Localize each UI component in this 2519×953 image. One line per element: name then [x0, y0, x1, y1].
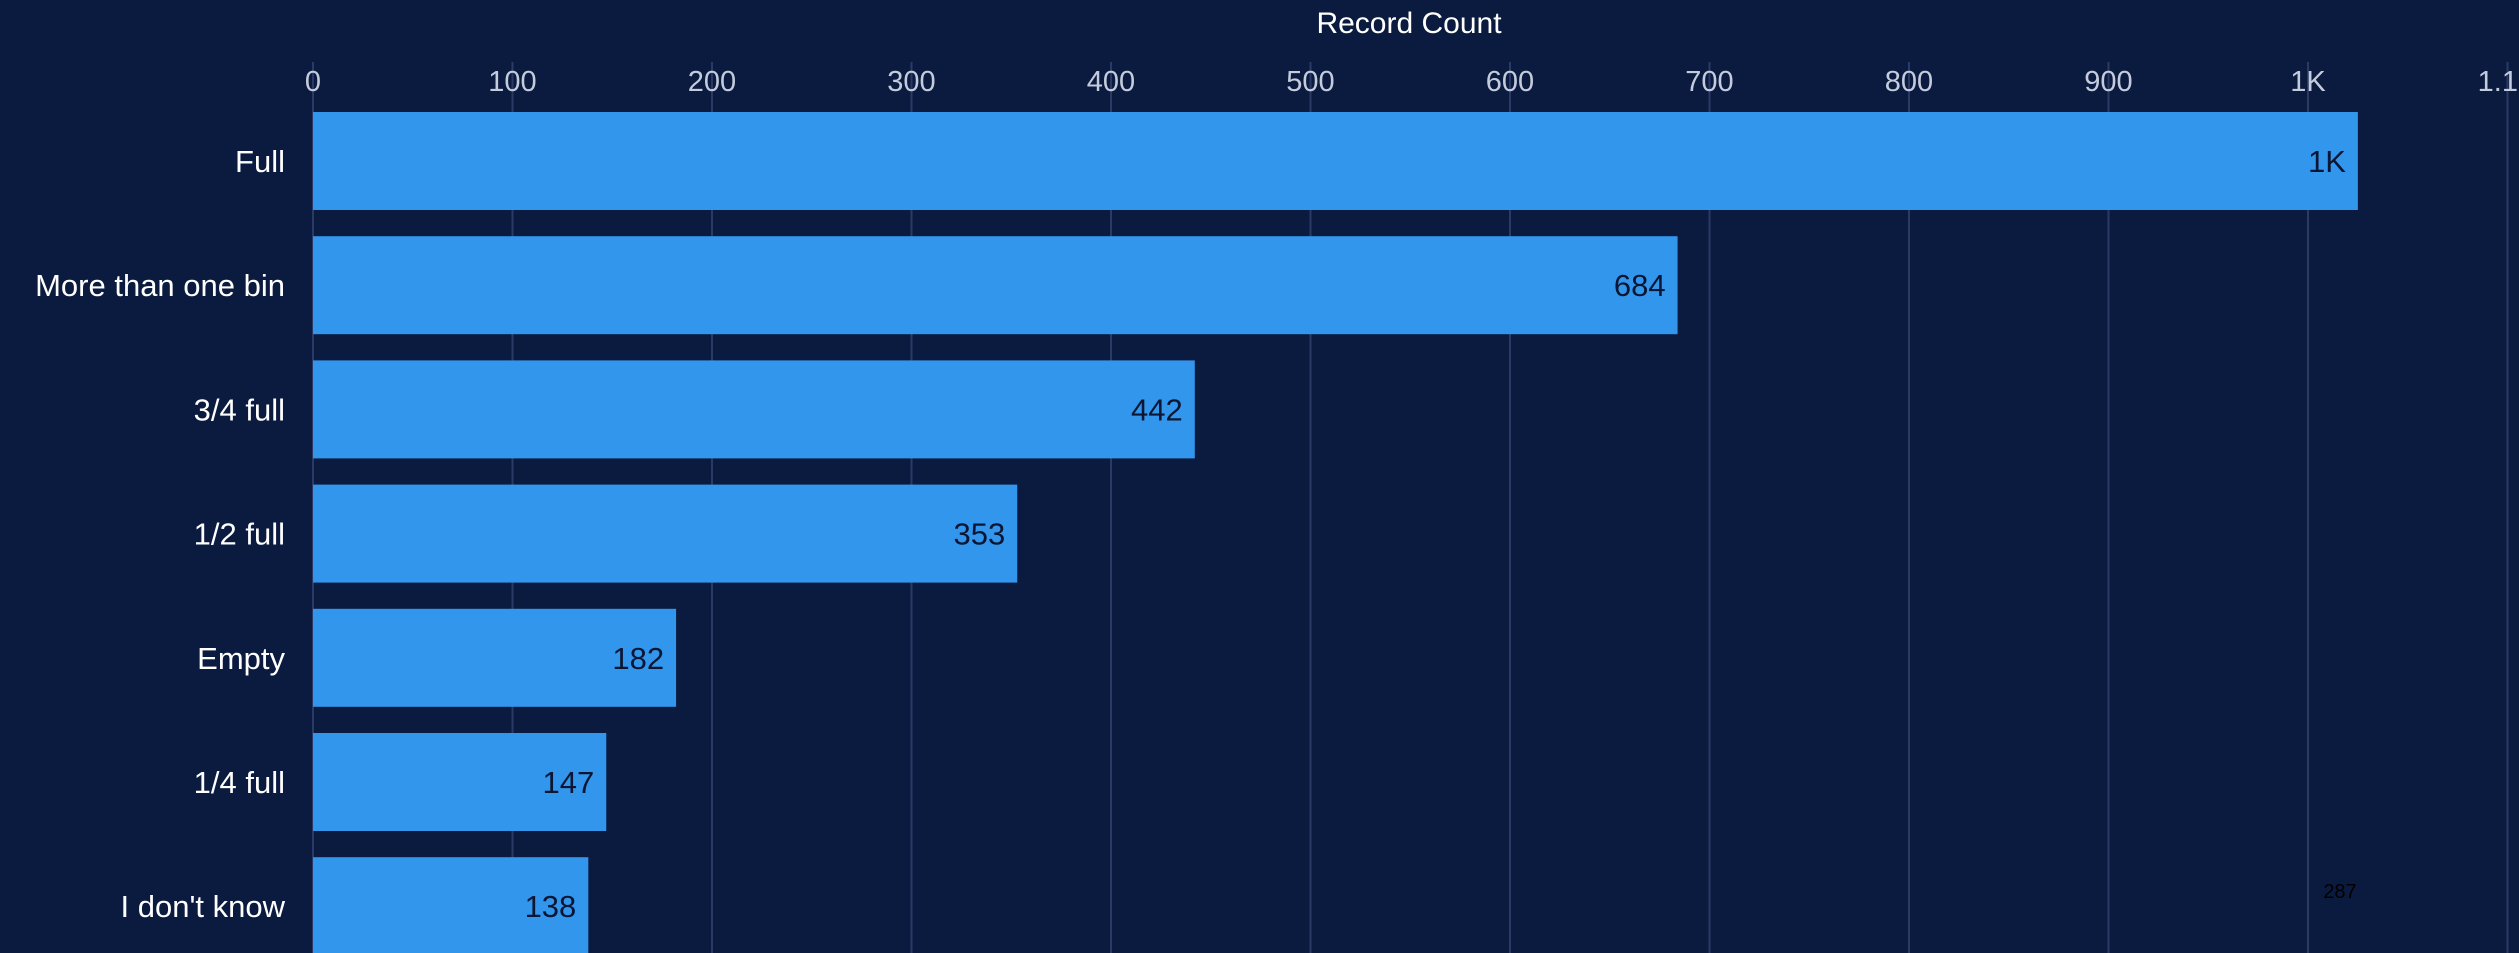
x-tick-label: 800 — [1885, 66, 1933, 98]
bar — [313, 733, 607, 831]
bar — [313, 112, 2358, 210]
data-label: 147 — [543, 765, 595, 800]
data-label: 1K — [2308, 144, 2346, 179]
data-label: 442 — [1131, 392, 1183, 427]
x-tick-label: 1.1K — [2478, 66, 2519, 98]
x-tick-label: 200 — [688, 66, 736, 98]
x-tick-label: 300 — [887, 66, 935, 98]
bar — [313, 857, 589, 953]
bar — [313, 484, 1018, 583]
bar — [313, 608, 677, 707]
category-label: Empty — [197, 641, 285, 676]
x-tick-label: 100 — [488, 66, 536, 98]
category-label: 1/4 full — [194, 765, 285, 800]
x-tick-label: 500 — [1286, 66, 1334, 98]
category-label: 3/4 full — [194, 392, 285, 427]
data-label: 138 — [525, 889, 577, 924]
data-label: 182 — [612, 641, 664, 676]
bars — [313, 112, 2358, 953]
x-tick-label: 0 — [305, 66, 321, 98]
x-axis-title: Record Count — [1316, 7, 1502, 40]
category-label: I don't know — [121, 889, 286, 924]
data-labels: 1K 684 442 353 182 147 138 — [525, 144, 2347, 924]
category-label: 1/2 full — [194, 517, 285, 552]
x-tick-label: 400 — [1087, 66, 1135, 98]
data-label: 684 — [1614, 268, 1666, 303]
x-tick-label: 700 — [1685, 66, 1733, 98]
bar — [313, 360, 1195, 459]
bar — [313, 236, 1678, 335]
category-label: Full — [235, 144, 285, 179]
x-tick-label: 1K — [2290, 66, 2326, 98]
x-tick-label: 900 — [2084, 66, 2132, 98]
y-axis-category-labels: Full More than one bin 3/4 full 1/2 full Emp… — [35, 144, 286, 924]
x-axis-ticks: 0 100 200 300 400 500 600 700 800 900 1K 1.1K — [305, 66, 2519, 98]
x-tick-label: 600 — [1486, 66, 1534, 98]
category-label: More than one bin — [35, 268, 285, 303]
data-label: 353 — [954, 517, 1006, 552]
footnote-number: 287 — [2323, 881, 2356, 903]
